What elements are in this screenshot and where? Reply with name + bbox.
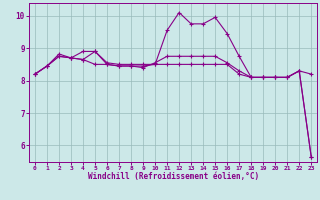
- X-axis label: Windchill (Refroidissement éolien,°C): Windchill (Refroidissement éolien,°C): [88, 172, 259, 181]
